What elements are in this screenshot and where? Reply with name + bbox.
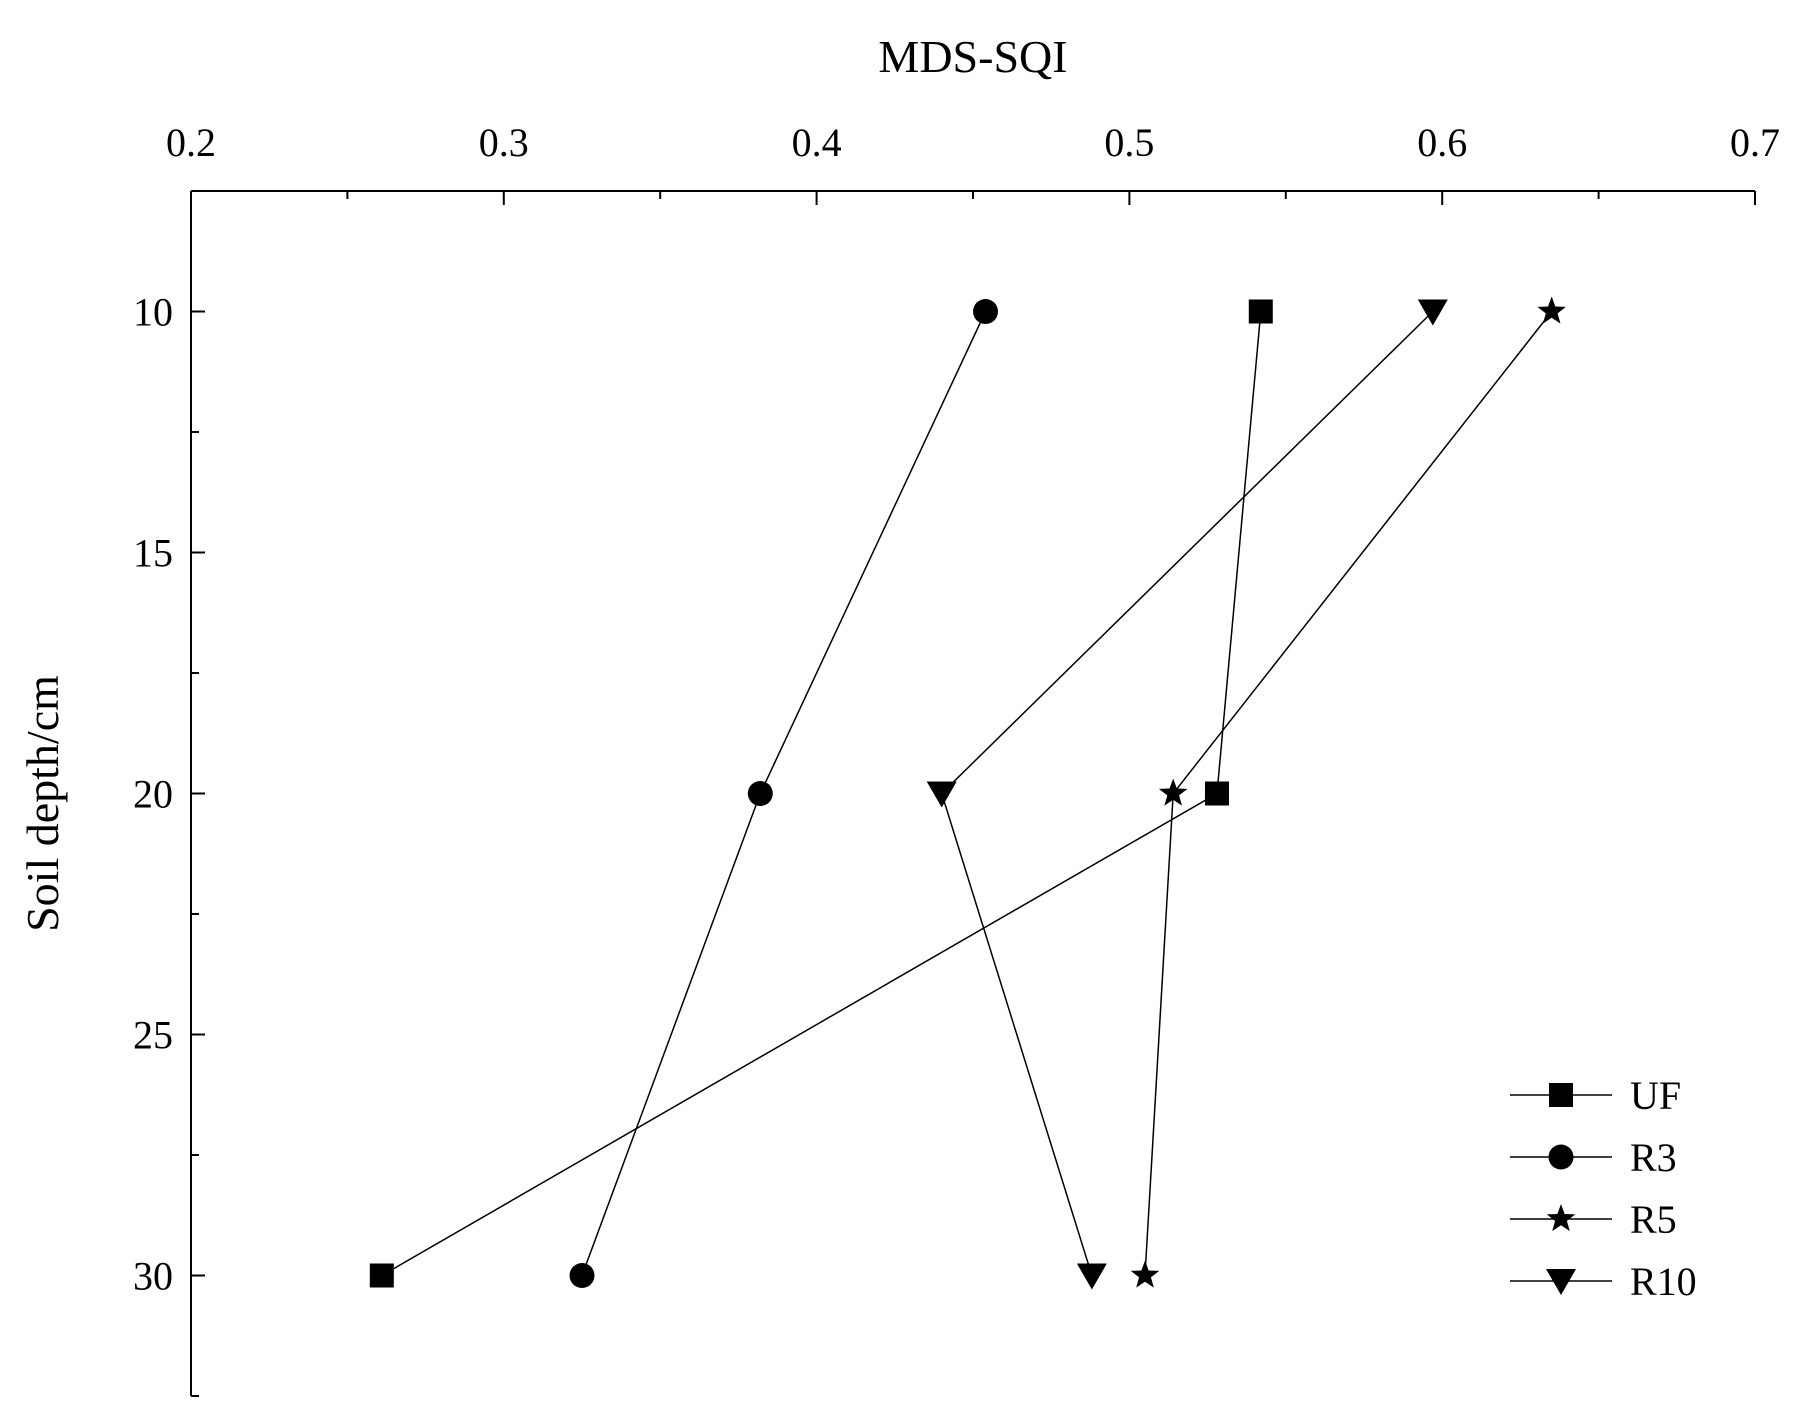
legend-item: R10	[1510, 1259, 1697, 1304]
legend-label: UF	[1630, 1073, 1681, 1118]
data-point	[569, 1263, 595, 1288]
x-tick-label: 0.4	[792, 120, 842, 165]
legend-marker	[1546, 1269, 1576, 1295]
series-line	[381, 311, 1262, 1277]
legend: UF R3 R5 R10	[1510, 1073, 1697, 1304]
data-point	[1248, 299, 1273, 324]
series-r10	[926, 299, 1448, 1290]
data-point	[1076, 1263, 1107, 1290]
legend-label: R3	[1630, 1135, 1677, 1180]
series-r5	[1130, 296, 1566, 1288]
series-uf	[369, 299, 1273, 1288]
y-tick-label: 25	[133, 1013, 173, 1058]
data-point	[747, 781, 773, 806]
legend-item: R5	[1510, 1197, 1677, 1242]
legend-label: R10	[1630, 1259, 1697, 1304]
y-tick-label: 30	[133, 1254, 173, 1299]
data-point	[369, 1263, 394, 1288]
data-point	[973, 299, 999, 324]
data-point	[1417, 299, 1448, 326]
y-tick-label: 15	[133, 531, 173, 576]
y-axis-title: Soil depth/cm	[17, 675, 68, 932]
x-tick-label: 0.7	[1730, 120, 1780, 165]
legend-item: R3	[1510, 1135, 1677, 1180]
series-line	[581, 311, 987, 1276]
legend-marker	[1546, 1204, 1576, 1232]
legend-marker	[1549, 1083, 1573, 1107]
y-tick-label: 10	[133, 290, 173, 335]
legend-marker	[1548, 1144, 1574, 1170]
series-line	[940, 310, 1434, 1276]
data-point	[1537, 296, 1566, 324]
plot-area	[369, 296, 1566, 1290]
legend-label: R5	[1630, 1197, 1677, 1242]
data-point	[1158, 778, 1188, 806]
x-tick-label: 0.5	[1104, 120, 1154, 165]
data-point	[926, 781, 957, 808]
legend-item: UF	[1510, 1073, 1681, 1118]
data-point	[1204, 781, 1229, 806]
y-tick-label: 20	[133, 772, 173, 817]
x-tick-label: 0.2	[166, 120, 216, 165]
x-tick-label: 0.3	[479, 120, 529, 165]
series-r3	[569, 299, 999, 1288]
x-axis-title: MDS-SQI	[878, 31, 1067, 82]
x-tick-label: 0.6	[1417, 120, 1467, 165]
data-point	[1130, 1260, 1160, 1288]
axes: 0.2 0.3 0.4 0.5 0.6 0.7 10 15 20 25 30	[133, 120, 1780, 1397]
